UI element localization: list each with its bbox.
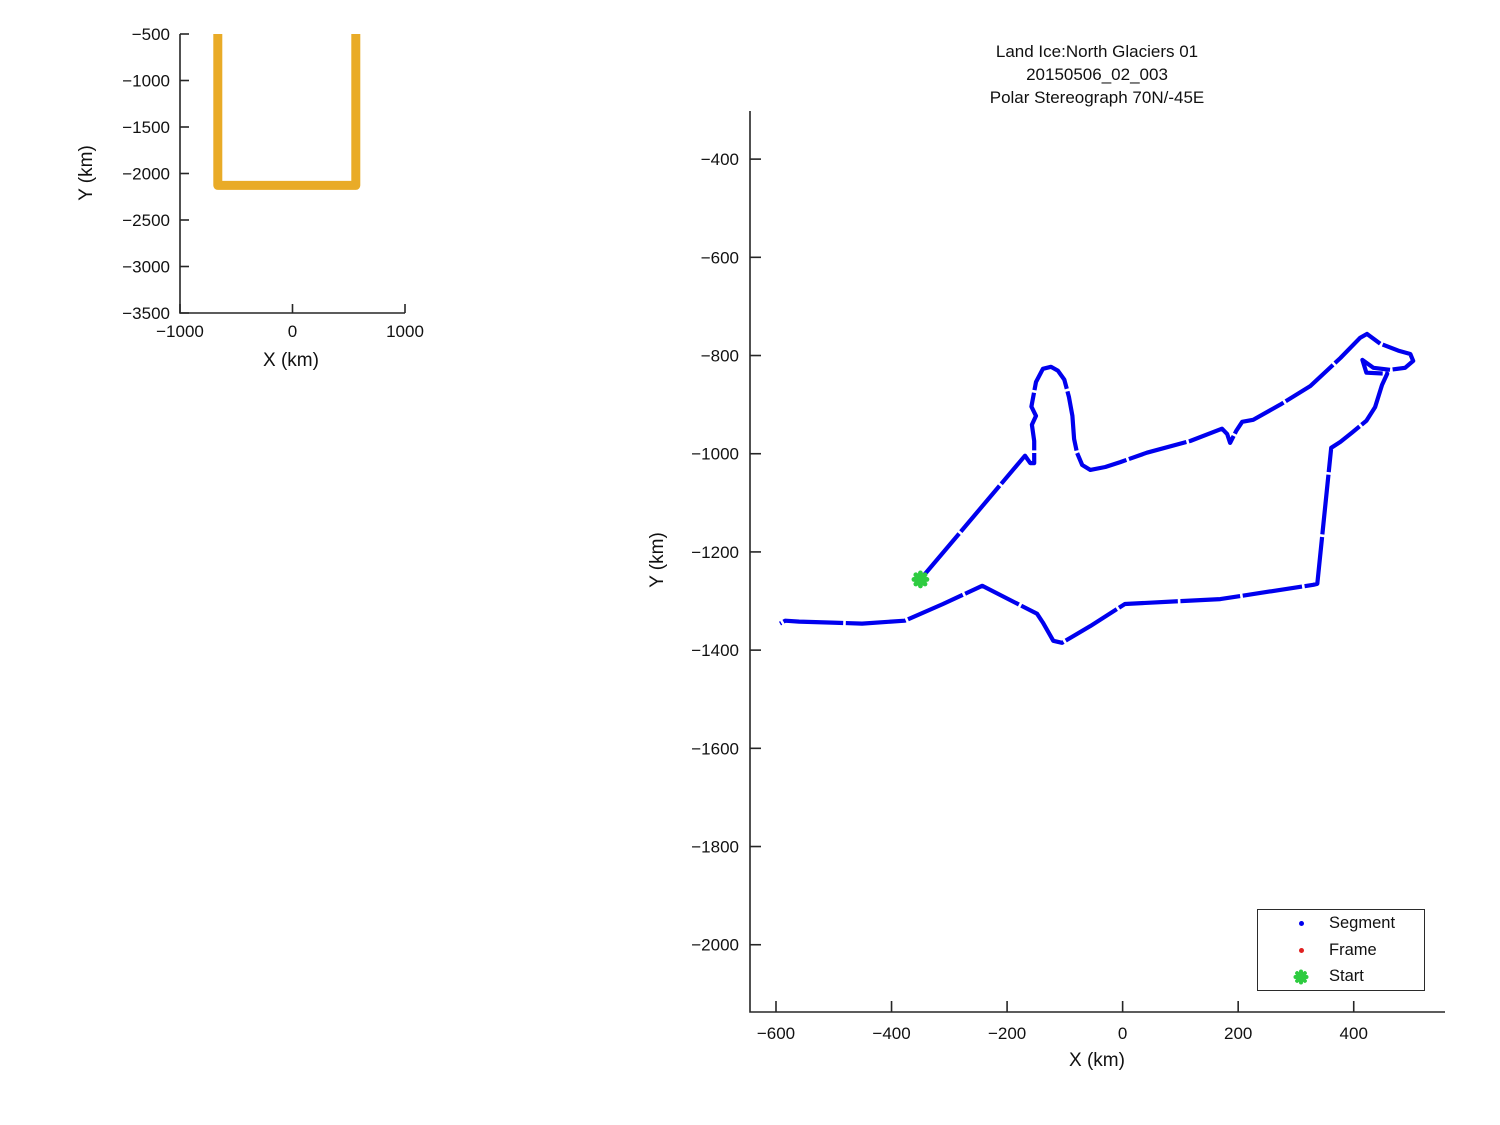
- trajectory-xtick-label: −200: [988, 1024, 1026, 1043]
- trajectory-xtick-label: 200: [1224, 1024, 1252, 1043]
- start-marker-icon: [1288, 967, 1314, 987]
- legend-start-burst: [1293, 969, 1309, 984]
- overview-ytick-label: −1500: [122, 118, 170, 137]
- trajectory-xtick-label: −400: [872, 1024, 910, 1043]
- legend-label-frame: Frame: [1329, 940, 1377, 959]
- legend-row-segment: Segment: [1258, 911, 1424, 937]
- frame-marker-icon: [1288, 947, 1314, 953]
- legend-row-start: Start: [1258, 964, 1424, 990]
- overview-series-swath-outline: [213, 34, 361, 190]
- trajectory-ytick-label: −1200: [691, 543, 739, 562]
- segment-marker-icon: [1288, 921, 1314, 926]
- title-line-2: 20150506_02_003: [1026, 65, 1168, 84]
- trajectory-ytick-label: −1800: [691, 838, 739, 857]
- overview-yaxis-label: Y (km): [76, 145, 97, 201]
- trajectory-series-Segment: [778, 331, 1416, 645]
- overview-ytick-label: −1000: [122, 72, 170, 91]
- trajectory-ytick-label: −1600: [691, 739, 739, 758]
- overview-ytick-label: −500: [132, 25, 170, 44]
- legend-row-frame: Frame: [1258, 937, 1424, 963]
- trajectory-ytick-label: −1000: [691, 445, 739, 464]
- legend-box: Segment Frame Start: [1257, 909, 1425, 991]
- overview-xtick-label: 1000: [386, 322, 424, 341]
- trajectory-ytick-label: −2000: [691, 936, 739, 955]
- title-line-3: Polar Stereograph 70N/-45E: [989, 88, 1205, 107]
- overview-xaxis-label: X (km): [263, 350, 319, 371]
- overview-ytick-label: −3500: [122, 304, 170, 323]
- overview-ytick-label: −2000: [122, 165, 170, 184]
- trajectory-ytick-label: −800: [701, 347, 739, 366]
- trajectory-xtick-label: 0: [1118, 1024, 1127, 1043]
- overview-xtick-label: 0: [288, 322, 297, 341]
- start-marker: [911, 570, 930, 589]
- overview-xtick-label: −1000: [156, 322, 204, 341]
- trajectory-axes-spines: [749, 111, 1445, 1013]
- main-plot-title: Land Ice:North Glaciers 01 20150506_02_0…: [897, 40, 1297, 109]
- overview-plot: −1000 0 1000 −500 −1000 −1500 −2000 −2500 −3000 −…: [122, 25, 424, 341]
- main-yaxis-label: Y (km): [647, 532, 668, 588]
- overview-ytick-label: −3000: [122, 258, 170, 277]
- trajectory-plot: −600 −400 −200 0 200 400−400−600−800−1000−120…: [691, 111, 1445, 1043]
- trajectory-ytick-label: −600: [701, 248, 739, 267]
- legend-label-segment: Segment: [1329, 914, 1396, 932]
- trajectory-ytick-label: −1400: [691, 641, 739, 660]
- main-xaxis-label: X (km): [1069, 1050, 1125, 1071]
- title-line-1: Land Ice:North Glaciers 01: [995, 42, 1199, 61]
- trajectory-ytick-label: −400: [701, 150, 739, 169]
- trajectory-xtick-label: 400: [1340, 1024, 1368, 1043]
- legend-label-start: Start: [1329, 967, 1364, 985]
- trajectory-xtick-label: −600: [757, 1024, 795, 1043]
- overview-ytick-label: −2500: [122, 211, 170, 230]
